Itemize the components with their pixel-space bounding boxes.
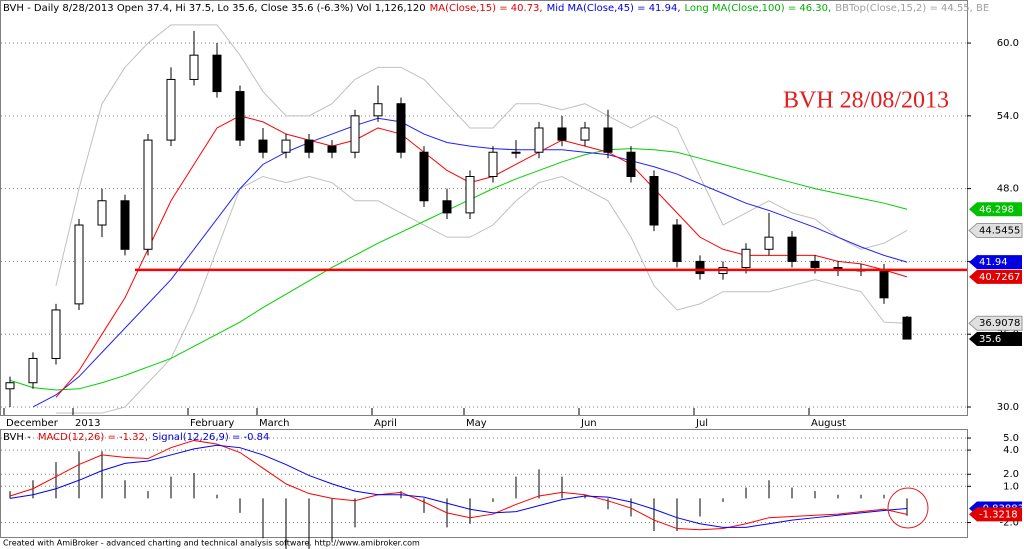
candle-body bbox=[419, 151, 429, 202]
candle-body bbox=[603, 127, 613, 153]
header-segment: BBTop(Close,15,2) = 44.55, BE bbox=[835, 3, 989, 14]
value-tag-label: 35.6 bbox=[979, 334, 1001, 345]
candle-body bbox=[741, 248, 751, 268]
x-tick-label: Jun bbox=[580, 418, 597, 429]
x-tick-label: August bbox=[811, 418, 846, 429]
x-tick-label: March bbox=[259, 418, 289, 429]
candle-body bbox=[396, 103, 406, 153]
candle-body bbox=[189, 54, 199, 80]
x-tick-label: February bbox=[190, 418, 234, 429]
value-tag bbox=[969, 507, 1022, 522]
candle-body bbox=[879, 269, 889, 299]
y-tick-label: 54.0 bbox=[997, 111, 1019, 122]
x-tick-label: Jul bbox=[695, 418, 708, 429]
value-tag-label: 41.94 bbox=[979, 257, 1008, 268]
value-tag-label: 36.9078 bbox=[979, 318, 1020, 329]
candle-body bbox=[258, 139, 268, 153]
candle-body bbox=[51, 309, 61, 359]
header-segment: Signal(12,26,9) = -0.84 bbox=[152, 432, 269, 443]
value-tag-label: 44.5455 bbox=[979, 226, 1020, 237]
candle-body bbox=[557, 127, 567, 141]
value-tag bbox=[969, 332, 1022, 347]
y-tick-label: 30.0 bbox=[997, 402, 1019, 413]
header-segment: Long MA(Close,100) = 46.30, bbox=[685, 3, 832, 14]
candle-body bbox=[511, 151, 521, 154]
value-tag-label: 40.7267 bbox=[979, 272, 1020, 283]
pane-header: BVH - Daily 8/28/2013 Open 37.4, Hi 37.5… bbox=[3, 3, 989, 14]
annotation: BVH 28/08/2013 bbox=[783, 88, 949, 114]
y-tick-label: 1.0 bbox=[1003, 481, 1019, 492]
value-tag bbox=[969, 255, 1022, 270]
candle-body bbox=[902, 316, 912, 340]
candle-body bbox=[97, 200, 107, 226]
highlight-circle bbox=[887, 487, 929, 529]
x-tick-label: April bbox=[374, 418, 397, 429]
macd-pane bbox=[0, 429, 968, 538]
value-tag bbox=[969, 269, 1022, 284]
series-line bbox=[9, 444, 908, 528]
header-segment: BVH - bbox=[3, 432, 34, 443]
header-segment: BVH - Daily 8/28/2013 Open 37.4, Hi 37.5… bbox=[3, 3, 426, 14]
footer: Created with AmiBroker - advanced charti… bbox=[3, 539, 420, 548]
candle-body bbox=[143, 139, 153, 250]
candle-body bbox=[327, 145, 337, 153]
candle-body bbox=[28, 357, 38, 384]
candle-body bbox=[281, 139, 291, 153]
price-pane bbox=[0, 0, 968, 416]
candle-body bbox=[810, 260, 820, 268]
header-segment: MACD(12,26) = -1.32, bbox=[38, 432, 148, 443]
pane-header: BVH - MACD(12,26) = -1.32, Signal(12,26,9… bbox=[3, 432, 269, 443]
y-tick-label: 5.0 bbox=[1003, 433, 1019, 444]
candle-body bbox=[120, 200, 130, 250]
candle-body bbox=[166, 78, 176, 141]
candle-body bbox=[488, 151, 498, 177]
candle-body bbox=[580, 127, 590, 141]
x-tick-label: 2013 bbox=[75, 418, 100, 429]
candle-body bbox=[350, 115, 360, 153]
value-tag-label: -1.3218 bbox=[979, 509, 1018, 520]
candle-body bbox=[649, 175, 659, 226]
candle-body bbox=[212, 54, 222, 93]
y-tick-label: 2.0 bbox=[1003, 469, 1019, 480]
value-tag bbox=[968, 223, 1023, 239]
y-tick-label: 48.0 bbox=[997, 184, 1019, 195]
candle-body bbox=[626, 151, 636, 177]
candle-body bbox=[695, 260, 705, 275]
candle-body bbox=[304, 139, 314, 153]
candle-body bbox=[764, 236, 774, 250]
candle-body bbox=[534, 127, 544, 153]
value-tag bbox=[968, 315, 1023, 331]
candle-body bbox=[373, 103, 383, 117]
y-tick-label: 4.0 bbox=[1003, 445, 1019, 456]
candle-body bbox=[442, 200, 452, 214]
series-line bbox=[55, 115, 908, 398]
candle-body bbox=[787, 236, 797, 262]
x-tick-label: May bbox=[466, 418, 487, 429]
candle-body bbox=[74, 224, 84, 305]
candle-body bbox=[465, 175, 475, 214]
header-segment: MA(Close,15) = 40.73, bbox=[430, 3, 543, 14]
candle-body bbox=[672, 224, 682, 262]
x-tick-label: December bbox=[6, 418, 59, 429]
series-line bbox=[9, 148, 908, 391]
header-segment: Mid MA(Close,45) = 41.94, bbox=[547, 3, 681, 14]
series-line bbox=[9, 439, 908, 531]
candle-body bbox=[5, 382, 15, 390]
y-tick-label: -2.0 bbox=[999, 518, 1019, 529]
candle-body bbox=[235, 91, 245, 141]
value-tag bbox=[969, 202, 1022, 217]
series-line bbox=[55, 24, 908, 286]
value-tag-label: 46.298 bbox=[979, 204, 1014, 215]
series-line bbox=[56, 175, 908, 414]
y-tick-label: 60.0 bbox=[997, 38, 1019, 49]
